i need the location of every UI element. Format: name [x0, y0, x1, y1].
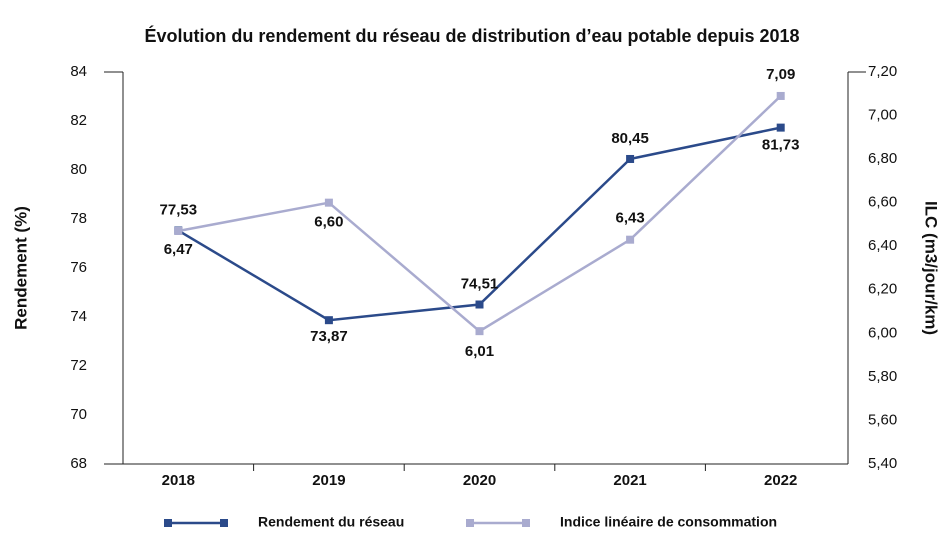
legend-marker — [522, 519, 530, 527]
marker — [626, 235, 635, 244]
x-tick-label: 2021 — [613, 472, 646, 489]
y-tick-label: 84 — [70, 63, 87, 80]
marker — [626, 154, 635, 163]
data-label: 6,60 — [314, 214, 343, 231]
data-label: 80,45 — [611, 130, 649, 147]
legend-label: Rendement du réseau — [258, 514, 404, 530]
y2-axis-title: ILC (m3/jour/km) — [922, 201, 941, 335]
data-label: 77,53 — [160, 201, 198, 218]
y2-tick-label: 5,40 — [868, 455, 897, 472]
marker — [475, 300, 484, 309]
marker — [776, 123, 785, 132]
y2-tick-label: 6,40 — [868, 237, 897, 254]
y-tick-label: 78 — [70, 210, 87, 227]
y2-tick-label: 5,80 — [868, 368, 897, 385]
data-label: 7,09 — [766, 66, 795, 83]
data-label: 6,01 — [465, 343, 494, 360]
legend-marker — [220, 519, 228, 527]
marker — [174, 226, 183, 235]
y-axis-title: Rendement (%) — [11, 206, 30, 330]
legend-label: Indice linéaire de consommation — [560, 514, 777, 530]
y-tick-label: 68 — [70, 455, 87, 472]
x-tick-label: 2019 — [312, 472, 345, 489]
y-tick-label: 82 — [70, 112, 87, 129]
y2-tick-label: 7,00 — [868, 107, 897, 124]
y2-tick-label: 5,60 — [868, 411, 897, 428]
data-label: 6,47 — [164, 241, 193, 258]
marker — [475, 327, 484, 336]
chart-title: Évolution du rendement du réseau de dist… — [144, 25, 799, 46]
marker — [324, 198, 333, 207]
x-tick-label: 2020 — [463, 472, 496, 489]
legend-marker — [164, 519, 172, 527]
y-tick-label: 80 — [70, 161, 87, 178]
y-tick-label: 72 — [70, 357, 87, 374]
legend-marker — [466, 519, 474, 527]
y2-tick-label: 7,20 — [868, 63, 897, 80]
x-tick-label: 2018 — [162, 472, 195, 489]
series-line — [178, 95, 782, 333]
y2-tick-label: 6,00 — [868, 324, 897, 341]
marker — [324, 316, 333, 325]
y-tick-label: 76 — [70, 259, 87, 276]
y2-tick-label: 6,80 — [868, 150, 897, 167]
data-label: 81,73 — [762, 137, 800, 154]
data-label: 6,43 — [615, 210, 644, 227]
data-label: 73,87 — [310, 328, 348, 345]
y-tick-label: 70 — [70, 406, 87, 423]
x-tick-label: 2022 — [764, 472, 797, 489]
marker — [776, 91, 785, 100]
y2-tick-label: 6,20 — [868, 281, 897, 298]
y2-tick-label: 6,60 — [868, 194, 897, 211]
data-label: 74,51 — [461, 275, 499, 292]
y-tick-label: 74 — [70, 308, 87, 325]
